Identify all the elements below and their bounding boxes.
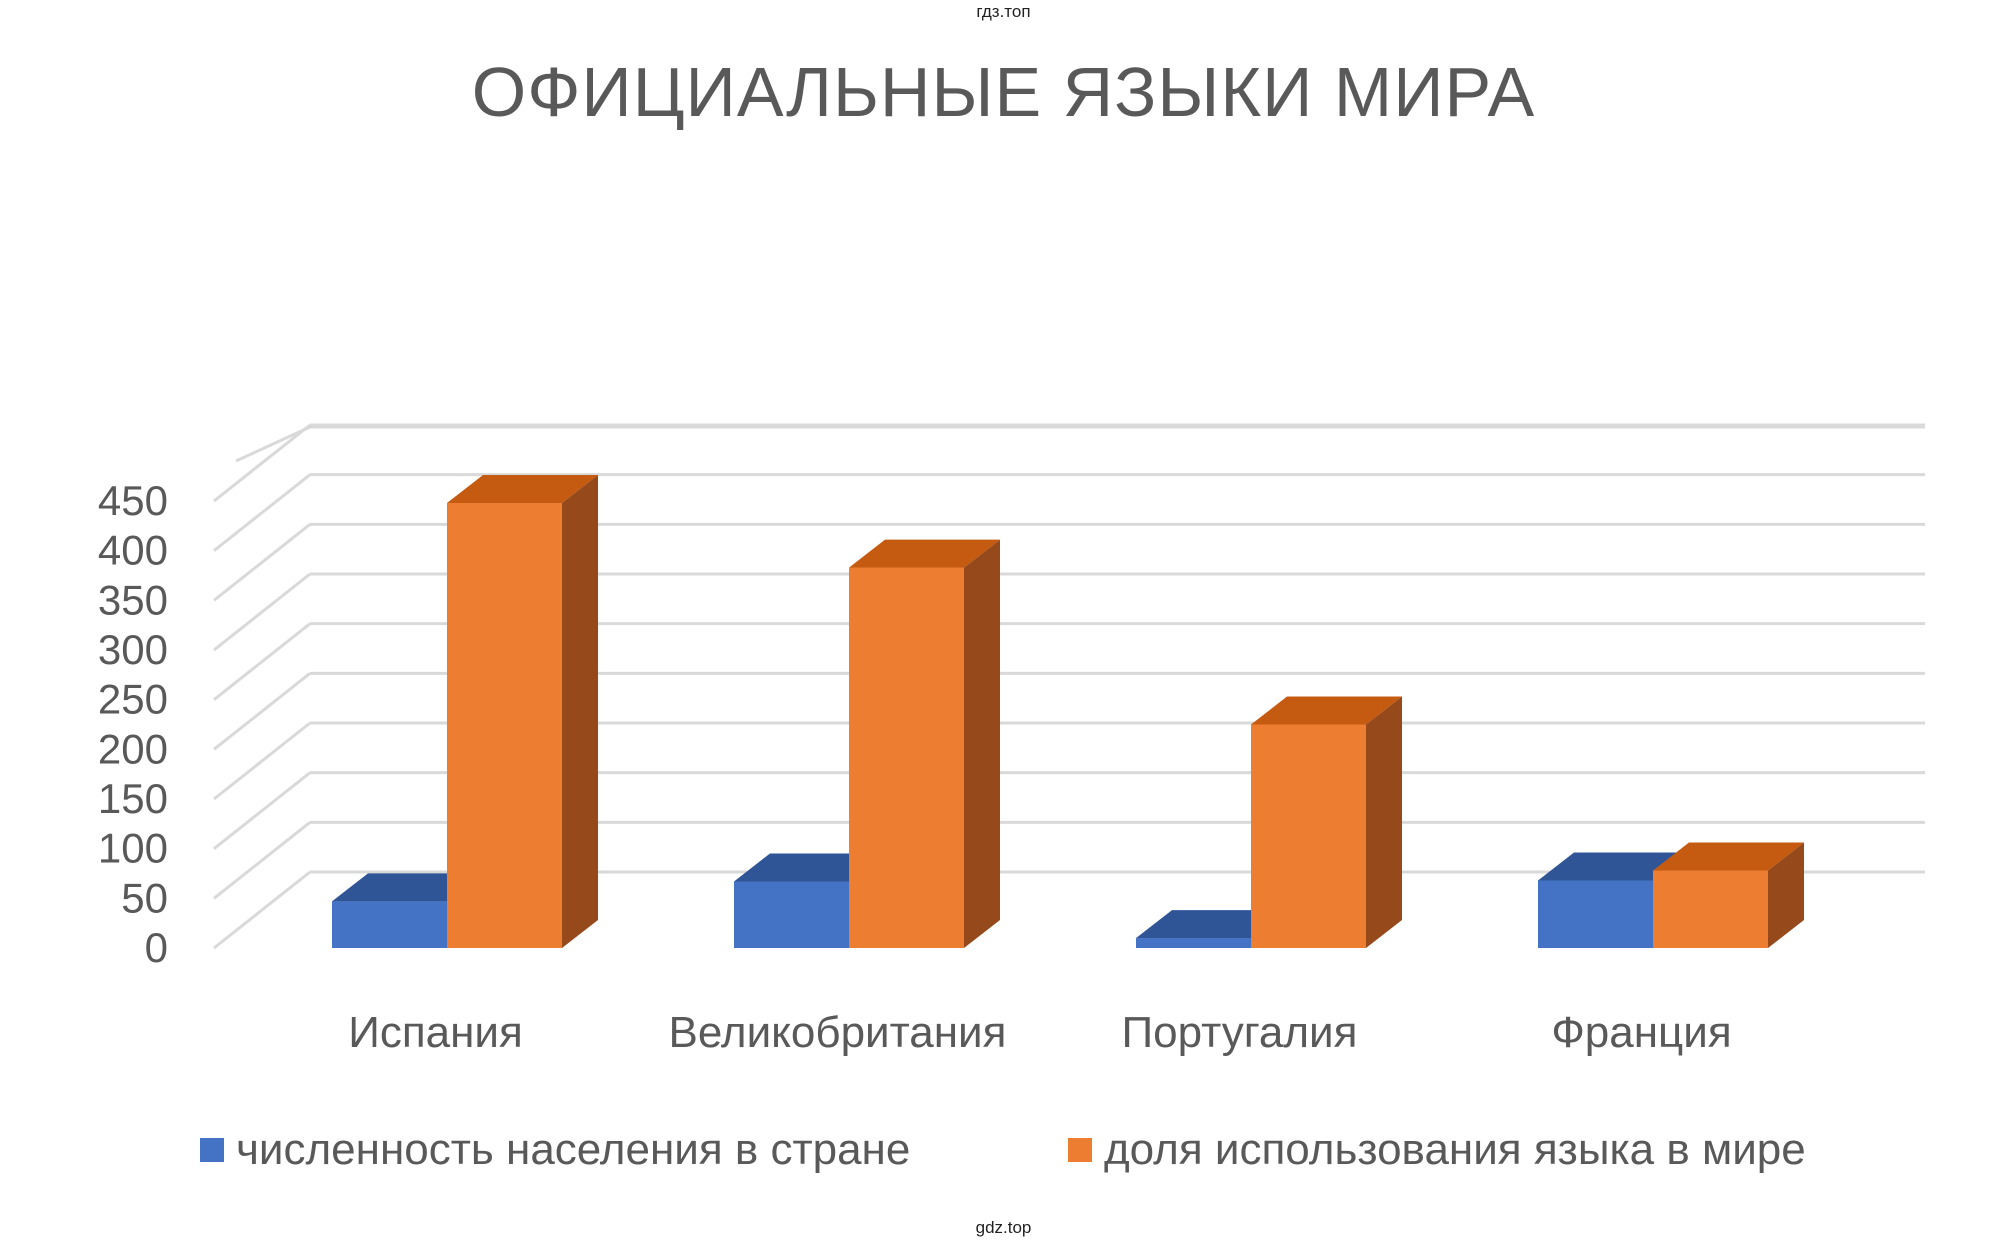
y-tick-label-0: 0	[145, 924, 168, 971]
legend-swatch-population	[200, 1138, 224, 1162]
gridline-diagonal-0	[213, 870, 311, 950]
legend-item-language-share: доля использования языка в мире	[1068, 1125, 1806, 1175]
bar-side-1-3	[1768, 842, 1804, 948]
gridline-diagonal-300	[213, 572, 311, 652]
bar-top-1-3	[1653, 842, 1804, 871]
bar-front-1-1	[849, 567, 964, 948]
bar-side-1-1	[964, 539, 1000, 948]
bar-front-0-2	[1136, 938, 1251, 948]
x-tick-label-3: Франция	[1551, 1008, 1731, 1057]
y-tick-label-100: 100	[98, 825, 168, 872]
chart-legend: численность населения в стране доля испо…	[0, 1125, 2007, 1185]
y-tick-label-50: 50	[121, 874, 168, 921]
bar-front-0-1	[734, 881, 849, 948]
gridline-diagonal-200	[213, 672, 311, 751]
bar-side-1-0	[562, 475, 598, 948]
bar-front-1-3	[1653, 870, 1768, 948]
chart-title: ОФИЦИАЛЬНЫЕ ЯЗЫКИ МИРА	[471, 53, 1536, 131]
watermark-bottom: gdz.top	[975, 1218, 1032, 1237]
bar-top-1-1	[849, 539, 1000, 568]
gridline-diagonal-450	[213, 423, 311, 503]
x-tick-label-0: Испания	[348, 1008, 523, 1057]
legend-swatch-language-share	[1068, 1138, 1092, 1162]
bar-top-0-2	[1136, 910, 1287, 939]
y-tick-label-400: 400	[98, 527, 168, 574]
bar-front-1-2	[1251, 724, 1366, 948]
y-tick-label-150: 150	[98, 775, 168, 822]
x-tick-label-2: Португалия	[1122, 1008, 1358, 1057]
y-tick-label-250: 250	[98, 676, 168, 723]
legend-label-population: численность населения в стране	[236, 1125, 911, 1174]
y-tick-label-200: 200	[98, 725, 168, 772]
gridline-diagonal-400	[213, 473, 311, 552]
bar-top-1-0	[447, 475, 598, 504]
bar-top-0-0	[332, 873, 483, 902]
gridline-diagonal-100	[213, 771, 311, 850]
gridline-diagonal-350	[213, 523, 311, 602]
watermark-top: гдз.топ	[976, 2, 1031, 21]
gridline-diagonal-250	[213, 622, 311, 701]
bar-top-1-2	[1251, 696, 1402, 725]
y-tick-label-300: 300	[98, 626, 168, 673]
bar-front-0-3	[1538, 880, 1653, 948]
legend-label-language-share: доля использования языка в мире	[1104, 1125, 1806, 1174]
bar-top-0-1	[734, 853, 885, 882]
gridline-diagonal-150	[213, 721, 311, 801]
gridline-diagonal-top	[235, 425, 311, 463]
bar-top-0-3	[1538, 852, 1689, 881]
y-tick-label-450: 450	[98, 477, 168, 524]
legend-item-population: численность населения в стране	[200, 1125, 910, 1175]
bar-front-1-0	[447, 503, 562, 948]
bar-side-1-2	[1366, 696, 1402, 948]
bar-front-0-0	[332, 901, 447, 948]
x-tick-label-1: Великобритания	[669, 1008, 1007, 1057]
y-tick-label-350: 350	[98, 576, 168, 623]
gridline-diagonal-50	[213, 821, 311, 900]
